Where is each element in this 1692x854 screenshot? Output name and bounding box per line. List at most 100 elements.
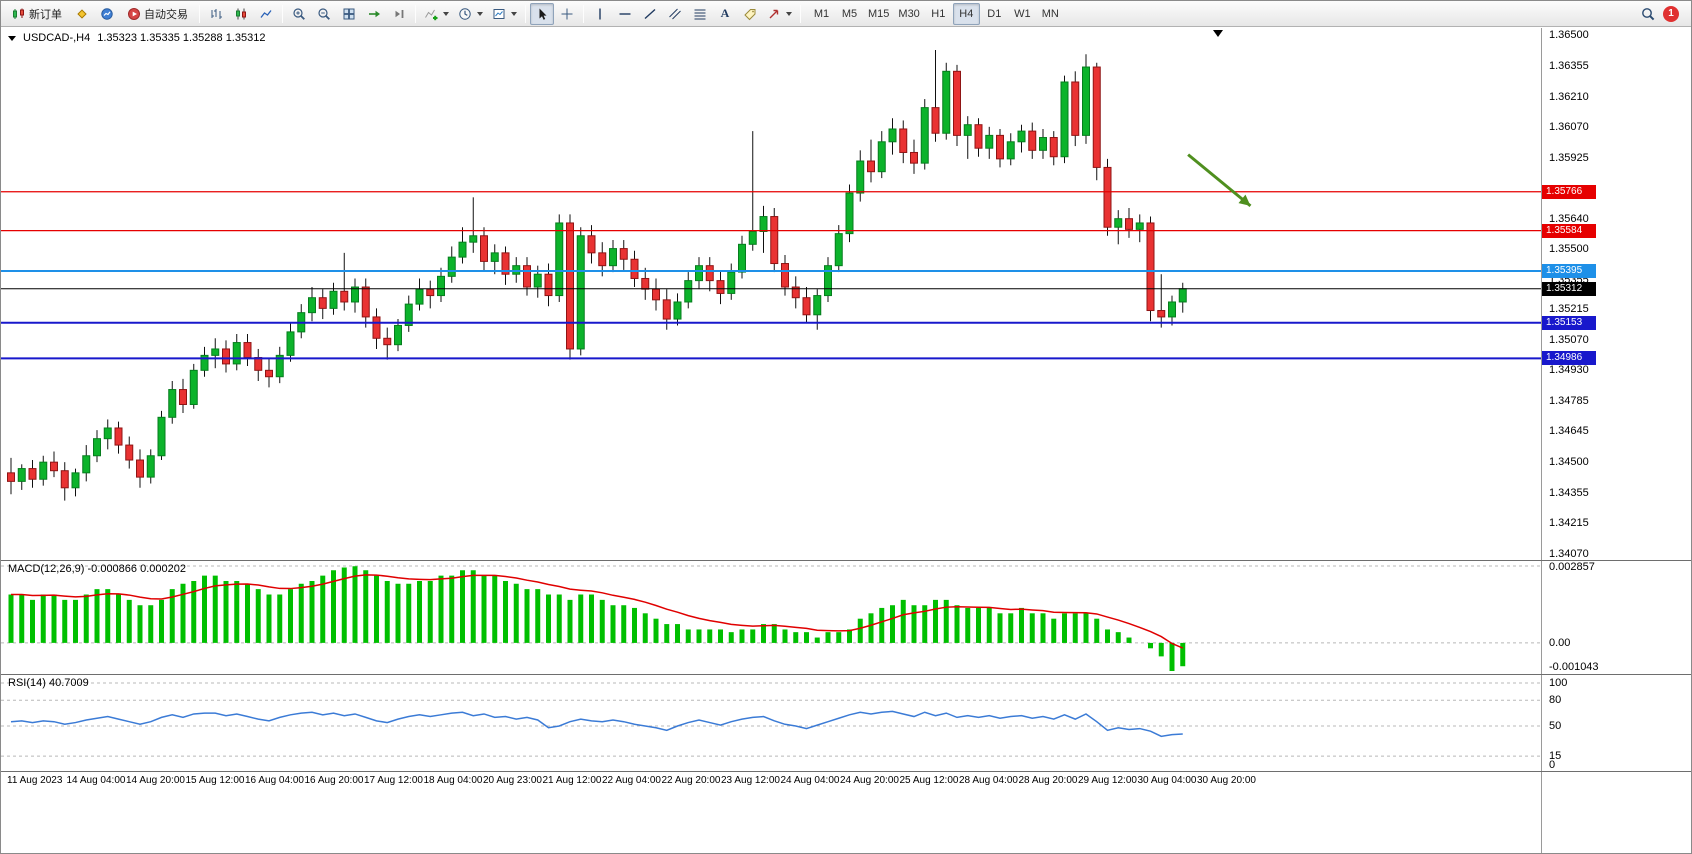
text-tool-button[interactable]: A bbox=[713, 3, 737, 25]
auto-scroll-button[interactable] bbox=[362, 3, 386, 25]
price-axis-label: 1.34070 bbox=[1549, 548, 1589, 560]
new-order-label: 新订单 bbox=[29, 8, 62, 21]
time-axis-label: 30 Aug 20:00 bbox=[1197, 775, 1256, 786]
toolbar: 新订单 自动交易 A M1 M5 M15 M30 H1 H4 D1 W1 MN 1 bbox=[1, 1, 1691, 27]
horizontal-line-button[interactable] bbox=[613, 3, 637, 25]
macd-axis-label: -0.001043 bbox=[1549, 661, 1599, 673]
fibonacci-button[interactable] bbox=[688, 3, 712, 25]
zoom-in-button[interactable] bbox=[287, 3, 311, 25]
price-axis-rsi: 100 80 50 15 0 bbox=[1542, 675, 1691, 771]
price-level-badge: 1.35584 bbox=[1542, 223, 1596, 238]
chart-shift-button[interactable] bbox=[387, 3, 411, 25]
timeframe-button-m1[interactable]: M1 bbox=[808, 3, 835, 25]
price-axis-label: 1.34785 bbox=[1549, 395, 1589, 408]
time-axis-label: 25 Aug 12:00 bbox=[899, 775, 959, 786]
vertical-line-button[interactable] bbox=[588, 3, 612, 25]
timeframe-button-w1[interactable]: W1 bbox=[1009, 3, 1036, 25]
notification-badge[interactable]: 1 bbox=[1663, 5, 1679, 22]
price-level-badge: 1.35766 bbox=[1542, 184, 1596, 199]
price-axis-label: 1.34500 bbox=[1549, 456, 1589, 469]
timeframe-toolbar: M1 M5 M15 M30 H1 H4 D1 W1 MN bbox=[808, 2, 1064, 25]
line-chart-button[interactable] bbox=[254, 3, 278, 25]
time-axis-label: 18 Aug 04:00 bbox=[423, 775, 483, 786]
market-watch-button[interactable] bbox=[95, 3, 119, 25]
time-axis-label: 20 Aug 23:00 bbox=[483, 775, 542, 786]
search-button[interactable] bbox=[1636, 3, 1660, 25]
rsi-axis-label: 0 bbox=[1549, 759, 1556, 771]
timeframe-button-h1[interactable]: H1 bbox=[925, 3, 952, 25]
dropdown-caret-icon bbox=[443, 11, 449, 16]
price-axis-label: 1.34645 bbox=[1549, 425, 1589, 438]
arrows-tool-button[interactable] bbox=[763, 3, 796, 25]
chart-window: USDCAD-,H4 1.35323 1.35335 1.35288 1.353… bbox=[1, 28, 1691, 853]
panel-splitter[interactable] bbox=[1, 771, 1691, 772]
rsi-panel-label: RSI(14) 40.7009 bbox=[8, 677, 89, 689]
price-axis-label: 1.34355 bbox=[1549, 487, 1589, 500]
periods-button[interactable] bbox=[454, 3, 487, 25]
time-axis-label: 14 Aug 04:00 bbox=[66, 775, 126, 786]
price-axis-macd: 0.002857 0.00 -0.001043 bbox=[1542, 561, 1691, 674]
toolbar-separator bbox=[800, 4, 801, 23]
panel-splitter[interactable] bbox=[1, 560, 1691, 561]
price-axis-label: 1.35215 bbox=[1549, 303, 1589, 316]
panel-splitter[interactable] bbox=[1, 674, 1691, 675]
timeframe-button-h4[interactable]: H4 bbox=[952, 2, 980, 25]
time-axis-label: 24 Aug 20:00 bbox=[840, 775, 899, 786]
label-tool-button[interactable] bbox=[738, 3, 762, 25]
price-axis[interactable]: 1.36500 1.36355 1.36210 1.36070 1.35925 1.356… bbox=[1541, 28, 1691, 853]
time-axis-label: 28 Aug 04:00 bbox=[959, 775, 1018, 786]
price-axis-label: 1.34930 bbox=[1549, 364, 1589, 377]
time-axis-label: 11 Aug 2023 bbox=[7, 775, 63, 786]
cr/osshair-button[interactable] bbox=[555, 3, 579, 25]
indicators-button[interactable] bbox=[420, 3, 453, 25]
macd-plot[interactable] bbox=[1, 561, 1541, 674]
macd-axis-label: 0.002857 bbox=[1549, 561, 1595, 573]
dropdown-caret-icon bbox=[786, 11, 792, 16]
time-axis-label: 22 Aug 20:00 bbox=[661, 775, 721, 786]
rsi-value: 40.7009 bbox=[48, 677, 89, 689]
price-axis-label: 1.35070 bbox=[1549, 334, 1589, 347]
time-axis-label: 24 Aug 04:00 bbox=[780, 775, 840, 786]
price-level-badge: 1.35312 bbox=[1542, 281, 1596, 296]
trendline-button[interactable] bbox=[638, 3, 662, 25]
channel-button[interactable] bbox=[663, 3, 687, 25]
toolbar-separator bbox=[525, 4, 526, 23]
price-level-badge: 1.34986 bbox=[1542, 351, 1596, 366]
zoom-out-button[interactable] bbox=[312, 3, 336, 25]
chart-symbol-period: USDCAD-,H4 bbox=[23, 32, 91, 44]
main-chart-plot[interactable] bbox=[1, 28, 1541, 560]
toolbar-separator bbox=[583, 4, 584, 23]
price-axis-label: 1.36500 bbox=[1549, 29, 1589, 41]
price-level-badge: 1.35153 bbox=[1542, 315, 1596, 330]
price-axis-label: 1.35500 bbox=[1549, 242, 1589, 255]
time-axis-label: 14 Aug 20:00 bbox=[126, 775, 185, 786]
timeframe-button-m15[interactable]: M15 bbox=[864, 3, 893, 25]
metaeditor-button[interactable] bbox=[70, 3, 94, 25]
macd-values: -0.000866 0.000202 bbox=[87, 563, 186, 575]
templates-button[interactable] bbox=[488, 3, 521, 25]
timeframe-button-mn[interactable]: MN bbox=[1037, 3, 1064, 25]
trend-arrow-annotation bbox=[1187, 153, 1252, 208]
timeframe-button-d1[interactable]: D1 bbox=[981, 3, 1008, 25]
time-axis[interactable]: 11 Aug 2023 14 Aug 04:00 14 Aug 20:00 15 Au… bbox=[1, 772, 1541, 792]
rsi-plot[interactable] bbox=[1, 675, 1541, 771]
rsi-label: RSI(14) bbox=[8, 677, 46, 689]
auto-trading-button[interactable]: 自动交易 bbox=[120, 3, 195, 25]
bar-chart-button[interactable] bbox=[204, 3, 228, 25]
chart-collapse-icon[interactable] bbox=[8, 35, 16, 41]
rsi-axis-label: 100 bbox=[1549, 677, 1568, 689]
new-order-button[interactable]: 新订单 bbox=[5, 3, 69, 25]
time-axis-label: 28 Aug 20:00 bbox=[1018, 775, 1078, 786]
cursor-button[interactable] bbox=[530, 2, 554, 25]
time-axis-label: 21 Aug 12:00 bbox=[542, 775, 602, 786]
timeframe-button-m5[interactable]: M5 bbox=[836, 3, 863, 25]
candlestick-chart-button[interactable] bbox=[229, 3, 253, 25]
macd-label: MACD(12,26,9) bbox=[8, 563, 85, 575]
text-tool-label: A bbox=[720, 6, 730, 20]
price-axis-label: 1.36210 bbox=[1549, 90, 1589, 103]
auto-trading-label: 自动交易 bbox=[144, 8, 188, 21]
price-axis-label: 1.34215 bbox=[1549, 517, 1589, 530]
timeframe-button-m30[interactable]: M30 bbox=[894, 3, 923, 25]
tile-windows-button[interactable] bbox=[337, 3, 361, 25]
